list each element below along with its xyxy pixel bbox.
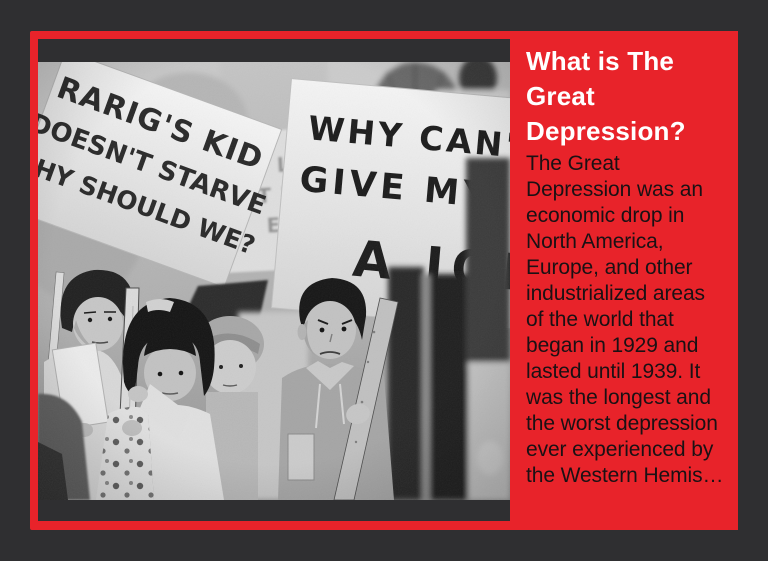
slide-title: What is The Great Depression? <box>526 46 686 146</box>
text-panel: What is The Great Depression? The Great … <box>510 31 738 530</box>
slide-frame: S LIKE AT TOO EHAN RARIG'S KID DOESN'T S… <box>30 31 738 530</box>
slide-body: The Great Depression was an economic dro… <box>526 152 724 487</box>
photo-mat: S LIKE AT TOO EHAN RARIG'S KID DOESN'T S… <box>38 39 510 521</box>
protest-photo-image: S LIKE AT TOO EHAN RARIG'S KID DOESN'T S… <box>38 62 510 500</box>
